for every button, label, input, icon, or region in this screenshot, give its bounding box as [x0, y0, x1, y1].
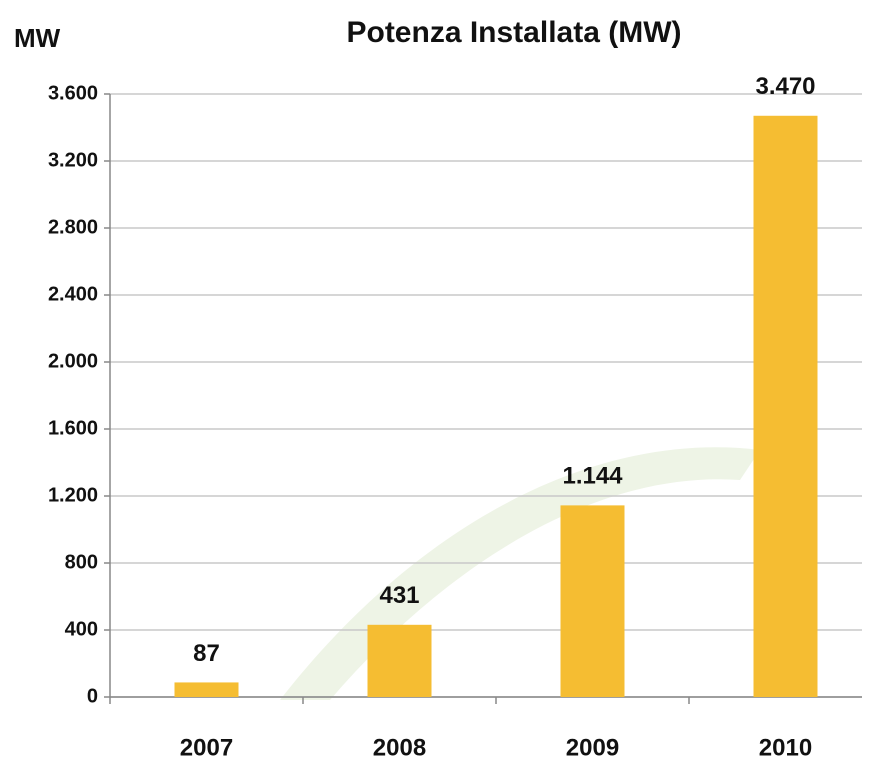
value-label: 1.144: [562, 463, 623, 490]
y-tick-label: 1.600: [48, 417, 98, 439]
bar: [367, 624, 432, 697]
y-tick-label: 2.800: [48, 216, 98, 238]
x-tick-label: 2009: [566, 734, 619, 761]
x-tick-label: 2010: [759, 734, 812, 761]
y-tick-label: 2.000: [48, 350, 98, 372]
y-tick-label: 0: [87, 685, 98, 707]
y-tick-label: 1.200: [48, 484, 98, 506]
bar: [174, 682, 239, 697]
y-tick-label: 800: [65, 551, 98, 573]
y-tick-label: 3.200: [48, 149, 98, 171]
chart-title: Potenza Installata (MW): [346, 16, 681, 49]
background-swoosh: [280, 447, 760, 700]
x-tick-label: 2007: [180, 734, 233, 761]
y-tick-label: 3.600: [48, 82, 98, 104]
x-tick-label: 2008: [373, 734, 426, 761]
value-label: 3.470: [755, 73, 815, 100]
bar: [753, 115, 818, 697]
value-label: 431: [379, 582, 419, 609]
y-axis-label: MW: [14, 23, 61, 53]
y-tick-label: 2.400: [48, 283, 98, 305]
y-tick-label: 400: [65, 618, 98, 640]
value-label: 87: [193, 640, 220, 667]
bar: [560, 505, 625, 697]
